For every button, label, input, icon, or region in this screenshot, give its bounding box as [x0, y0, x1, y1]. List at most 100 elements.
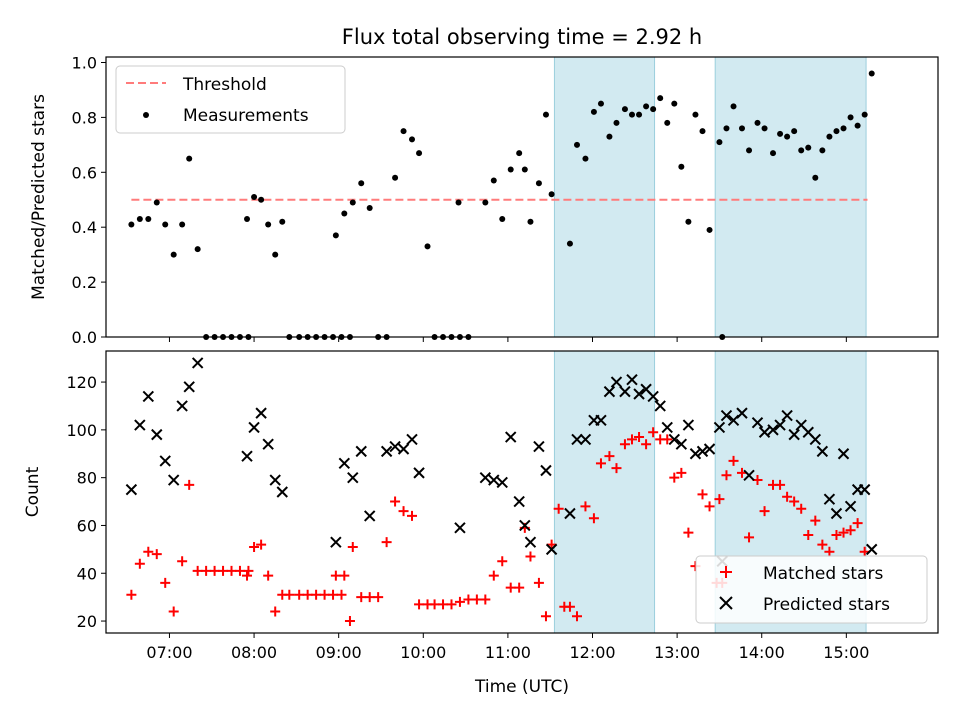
top-series-0-point-58: [573, 141, 580, 148]
bottom-legend-box: [695, 555, 928, 624]
top-series-0-point-69: [657, 95, 664, 102]
bottom-series-0-point-47: [480, 594, 491, 605]
top-series-0-point-84: [761, 125, 768, 132]
legend-predicted-swatch: [719, 596, 733, 610]
xtick-label-5: 12:00: [569, 643, 615, 662]
bottom-series-0-point-7: [184, 479, 195, 490]
bottom-series-0-point-33: [364, 592, 375, 603]
bottom-series-1: [125, 357, 878, 568]
top-ytick-label-2: 0.4: [72, 218, 97, 237]
top-series-0-point-71: [671, 100, 678, 107]
top-series-0-point-85: [770, 150, 777, 157]
bottom-series-0-point-51: [514, 582, 525, 593]
bottom-series-1-point-75: [844, 500, 857, 513]
bottom-series-0-point-45: [463, 594, 474, 605]
bottom-series-1-point-8: [191, 357, 204, 369]
bottom-series-1-point-10: [248, 421, 260, 434]
top-series-0-point-66: [636, 111, 643, 118]
legend-threshold-label: Threshold: [182, 75, 267, 95]
top-series-0-point-96: [847, 114, 854, 121]
bottom-series-0-point-94: [810, 515, 821, 526]
top-series-0-point-92: [819, 147, 826, 154]
bottom-series-1-point-65: [774, 419, 786, 431]
bottom-series-0-point-14: [243, 565, 254, 576]
top-ytick-label-5: 1.0: [72, 53, 97, 72]
bottom-series-0-point-38: [407, 510, 418, 521]
top-y-axis-label: Matched/Predicted stars: [29, 94, 49, 300]
top-series-0-point-62: [606, 133, 613, 140]
bottom-series-0-point-44: [454, 596, 465, 607]
bottom-series-0-point-69: [641, 439, 652, 450]
bottom-series-0-point-48: [488, 570, 499, 581]
top-series-0-point-20: [279, 218, 286, 225]
top-series-0-point-89: [798, 147, 805, 154]
top-series-0-point-70: [664, 119, 671, 126]
bottom-series-0-point-50: [505, 582, 516, 593]
bottom-series-1-point-78: [866, 543, 878, 556]
bottom-series-1-point-48: [654, 400, 666, 412]
top-series-0-point-49: [499, 215, 506, 222]
bottom-series-0-point-70: [648, 427, 659, 438]
top-series-0: [128, 70, 875, 340]
bottom-series-1-point-70: [809, 433, 822, 446]
legend-predicted-label: Predicted stars: [763, 595, 890, 615]
bottom-series-0-point-63: [595, 458, 606, 469]
bottom-series-0-point-55: [540, 611, 551, 622]
bottom-series-0-point-26: [328, 589, 339, 600]
top-series-0-point-64: [621, 106, 628, 113]
bottom-series-0-point-49: [497, 556, 508, 567]
top-series-0-point-18: [265, 221, 272, 228]
bottom-series-0-point-82: [721, 470, 732, 481]
top-series-0-point-65: [628, 111, 635, 118]
bottom-series-1-point-9: [241, 450, 253, 462]
top-legend: Threshold Measurements: [115, 65, 346, 134]
top-series-0-point-73: [685, 218, 692, 225]
bottom-series-1-point-4: [159, 455, 171, 467]
bottom-series-0: [126, 427, 870, 627]
top-axes-group: 0.0 0.2 0.4 0.6 0.8 1.0 Matched/Predicted star…: [29, 53, 939, 347]
bottom-series-0-point-89: [775, 479, 786, 490]
bottom-series-1-point-58: [720, 409, 733, 422]
bottom-series-1-point-19: [363, 510, 376, 522]
top-series-0-point-40: [424, 243, 431, 250]
top-series-0-point-95: [840, 125, 847, 132]
bottom-y-axis-label: Count: [23, 466, 43, 517]
bottom-series-1-point-34: [540, 464, 552, 477]
bottom-series-0-point-3: [151, 549, 162, 560]
bottom-legend: Matched stars Predicted stars: [695, 555, 928, 624]
bottom-series-1-point-27: [488, 474, 500, 486]
bottom-series-0-point-57: [553, 503, 564, 514]
top-series-0-point-80: [730, 103, 737, 110]
top-series-0-point-46: [455, 199, 462, 206]
bottom-series-0-point-16: [249, 541, 260, 552]
bottom-series-1-point-29: [505, 431, 517, 443]
top-series-0-point-90: [805, 144, 812, 151]
top-series-0-point-16: [251, 194, 258, 200]
bottom-series-0-point-25: [319, 589, 330, 600]
top-highlight-interval-1: [714, 56, 867, 338]
top-series-0-point-4: [162, 221, 169, 228]
bottom-series-0-point-30: [339, 570, 350, 581]
bottom-series-1-point-41: [603, 385, 616, 398]
top-series-0-point-36: [392, 174, 399, 181]
bottom-series-1-point-11: [255, 407, 267, 419]
bottom-series-1-point-26: [479, 471, 492, 484]
bottom-series-1-point-15: [330, 536, 342, 548]
bottom-series-1-point-13: [269, 474, 281, 486]
bottom-series-1-point-45: [633, 388, 645, 400]
bottom-series-0-point-46: [471, 594, 482, 605]
bottom-series-1-point-14: [276, 486, 288, 498]
top-series-0-point-83: [754, 119, 761, 126]
top-ytick-label-4: 0.8: [72, 108, 97, 127]
top-series-0-point-59: [582, 155, 589, 162]
bottom-series-0-point-9: [201, 565, 212, 576]
top-series-0-point-75: [699, 128, 706, 135]
top-series-0-point-47: [482, 199, 489, 206]
xtick-label-6: 13:00: [654, 643, 700, 662]
bottom-series-1-point-77: [858, 483, 871, 496]
bottom-series-1-point-16: [338, 457, 351, 470]
bottom-series-0-point-31: [347, 541, 358, 552]
top-series-0-point-0: [128, 221, 135, 228]
bottom-series-1-point-0: [125, 483, 138, 496]
bottom-ytick-label-3: 80: [77, 469, 97, 488]
